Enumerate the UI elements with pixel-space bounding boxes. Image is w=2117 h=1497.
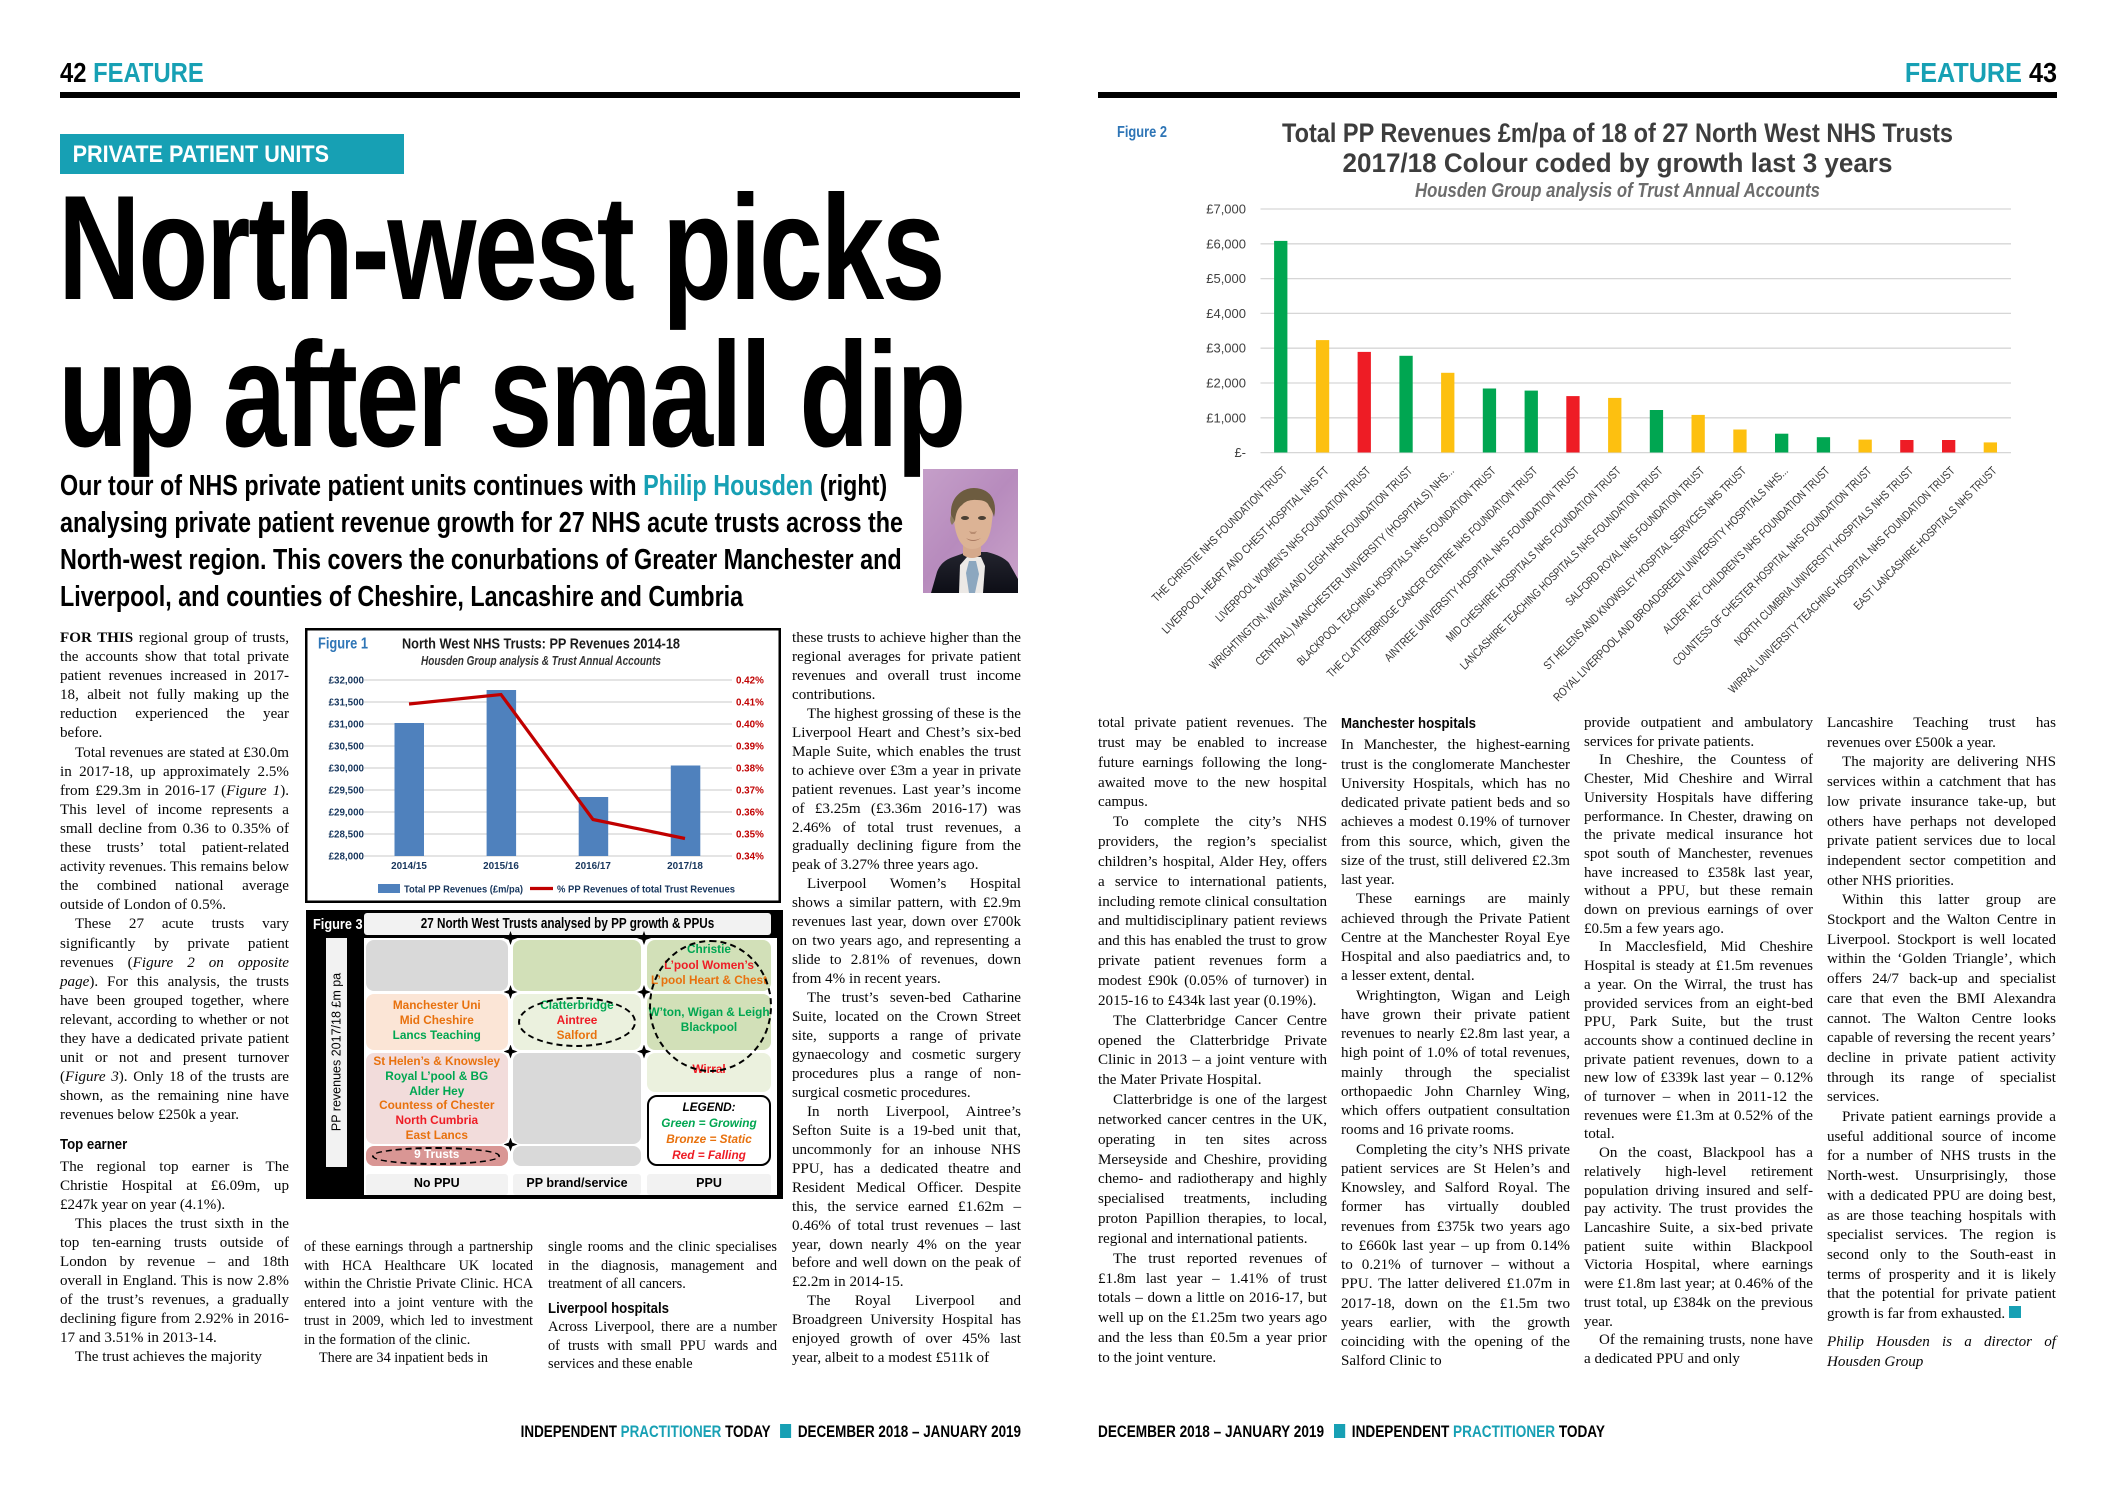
svg-text:£28,500: £28,500 bbox=[329, 830, 365, 841]
svg-text:0.37%: 0.37% bbox=[736, 786, 764, 797]
svg-text:2017/18: 2017/18 bbox=[667, 861, 703, 872]
svg-text:£6,000: £6,000 bbox=[1206, 236, 1246, 251]
svg-text:0.41%: 0.41% bbox=[736, 698, 764, 709]
svg-text:£4,000: £4,000 bbox=[1206, 306, 1246, 321]
svg-text:£29,000: £29,000 bbox=[329, 808, 365, 819]
svg-text:Figure 2: Figure 2 bbox=[1117, 124, 1167, 141]
svg-text:Figure 1: Figure 1 bbox=[318, 636, 368, 653]
svg-text:£32,000: £32,000 bbox=[329, 676, 365, 687]
svg-text:£31,500: £31,500 bbox=[329, 698, 365, 709]
svg-text:£3,000: £3,000 bbox=[1206, 341, 1246, 356]
svg-text:0.36%: 0.36% bbox=[736, 808, 764, 819]
svg-text:0.35%: 0.35% bbox=[736, 830, 764, 841]
svg-text:North West NHS Trusts: PP Reve: North West NHS Trusts: PP Revenues 2014-… bbox=[402, 637, 680, 653]
svg-text:0.42%: 0.42% bbox=[736, 676, 764, 687]
svg-text:£30,500: £30,500 bbox=[329, 742, 365, 753]
svg-text:£30,000: £30,000 bbox=[329, 764, 365, 775]
svg-text:£-: £- bbox=[1234, 445, 1246, 460]
svg-text:Housden Group analysis of Trus: Housden Group analysis of Trust Annual A… bbox=[1415, 180, 1820, 202]
svg-text:AINTREE UNIVERSITY HOSPITAL NH: AINTREE UNIVERSITY HOSPITAL NHS FOUNDATI… bbox=[1381, 464, 1582, 665]
svg-text:Total PP Revenues (£m/pa): Total PP Revenues (£m/pa) bbox=[404, 884, 523, 896]
svg-text:0.39%: 0.39% bbox=[736, 742, 764, 753]
svg-text:£29,500: £29,500 bbox=[329, 786, 365, 797]
svg-text:0.38%: 0.38% bbox=[736, 764, 764, 775]
svg-text:0.40%: 0.40% bbox=[736, 720, 764, 731]
svg-text:£2,000: £2,000 bbox=[1206, 376, 1246, 391]
svg-text:2015/16: 2015/16 bbox=[483, 861, 519, 872]
svg-text:Housden Group analysis & Trust: Housden Group analysis & Trust Annual Ac… bbox=[421, 653, 661, 668]
svg-text:2016/17: 2016/17 bbox=[575, 861, 611, 872]
svg-text:COUNTESS OF CHESTER HOSPITAL N: COUNTESS OF CHESTER HOSPITAL NHS FOUNDAT… bbox=[1670, 464, 1875, 669]
svg-text:£7,000: £7,000 bbox=[1206, 202, 1246, 217]
svg-text:£28,000: £28,000 bbox=[329, 852, 365, 863]
svg-text:£5,000: £5,000 bbox=[1206, 271, 1246, 286]
svg-text:BLACKPOOL TEACHING HOSPITALS N: BLACKPOOL TEACHING HOSPITALS NHS FOUNDAT… bbox=[1294, 464, 1499, 669]
svg-text:LIVERPOOL WOMEN’S NHS FOUNDATI: LIVERPOOL WOMEN’S NHS FOUNDATION TRUST bbox=[1212, 464, 1373, 625]
svg-text:2017/18 Colour coded by growth: 2017/18 Colour coded by growth last 3 ye… bbox=[1343, 148, 1893, 178]
svg-text:CENTRAL) MANCHESTER UNIVERSITY: CENTRAL) MANCHESTER UNIVERSITY (HOSPITAL… bbox=[1252, 464, 1457, 669]
svg-text:£1,000: £1,000 bbox=[1206, 410, 1246, 425]
svg-text:% PP Revenues of total Trust R: % PP Revenues of total Trust Revenues bbox=[557, 884, 735, 896]
svg-text:Total PP Revenues £m/pa of 18: Total PP Revenues £m/pa of 18 of 27 Nort… bbox=[1282, 118, 1953, 148]
svg-text:£31,000: £31,000 bbox=[329, 720, 365, 731]
svg-text:0.34%: 0.34% bbox=[736, 852, 764, 863]
svg-text:2014/15: 2014/15 bbox=[391, 861, 427, 872]
